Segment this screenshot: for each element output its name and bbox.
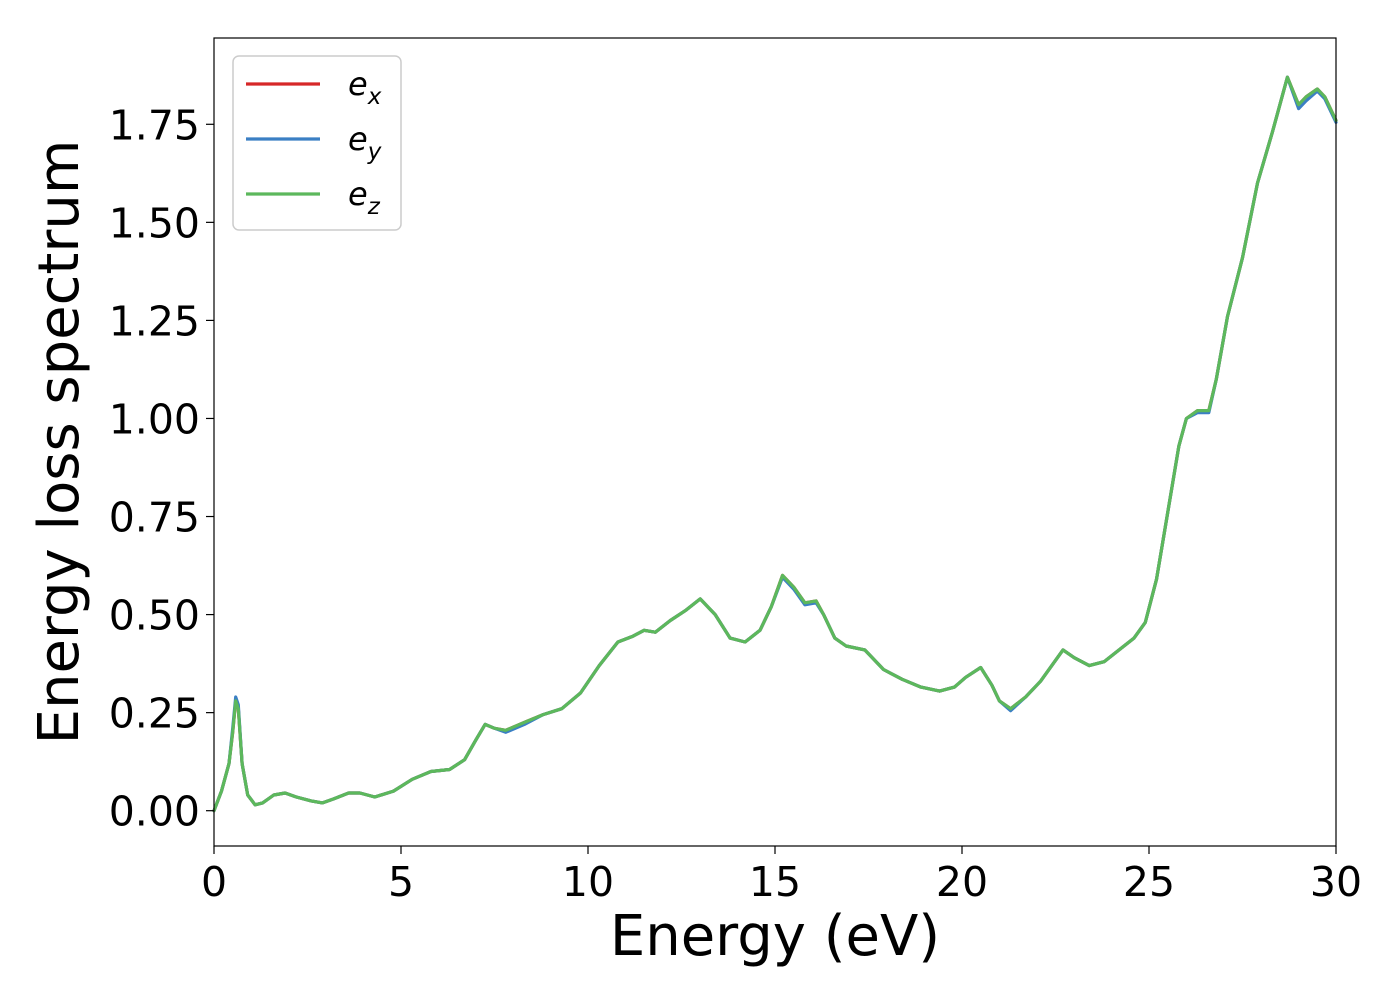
x-tick-label: 10 [562, 858, 614, 906]
x-tick-label: 15 [749, 858, 801, 906]
x-axis-label: Energy (eV) [610, 904, 940, 969]
y-axis-ticks: 0.00 0.25 0.50 0.75 1.00 1.25 1.50 1.75 [109, 101, 214, 836]
x-tick-label: 5 [388, 858, 414, 906]
y-tick-label: 0.25 [109, 690, 200, 738]
x-tick-label: 30 [1310, 858, 1362, 906]
legend-label: ey [348, 120, 382, 165]
y-tick-label: 0.50 [109, 592, 200, 640]
x-tick-label: 25 [1123, 858, 1175, 906]
y-tick-label: 1.75 [109, 101, 200, 149]
y-tick-label: 0.00 [109, 788, 200, 836]
x-tick-label: 0 [201, 858, 227, 906]
legend-entries: ex ey ez [246, 65, 382, 220]
x-tick-label: 20 [936, 858, 988, 906]
y-tick-label: 1.00 [109, 395, 200, 443]
series-line-e-z [212, 75, 1338, 813]
y-tick-label: 0.75 [109, 494, 200, 542]
legend-box [232, 55, 402, 231]
legend-label: ez [348, 175, 381, 220]
y-axis-label: Energy loss spectrum [27, 140, 92, 745]
x-axis-ticks: 0 5 10 15 20 25 30 [201, 846, 1362, 906]
legend: ex ey ez [232, 55, 402, 231]
legend-label: ex [348, 65, 382, 110]
series-layer [212, 75, 1338, 813]
y-tick-label: 1.50 [109, 199, 200, 247]
y-tick-label: 1.25 [109, 297, 200, 345]
